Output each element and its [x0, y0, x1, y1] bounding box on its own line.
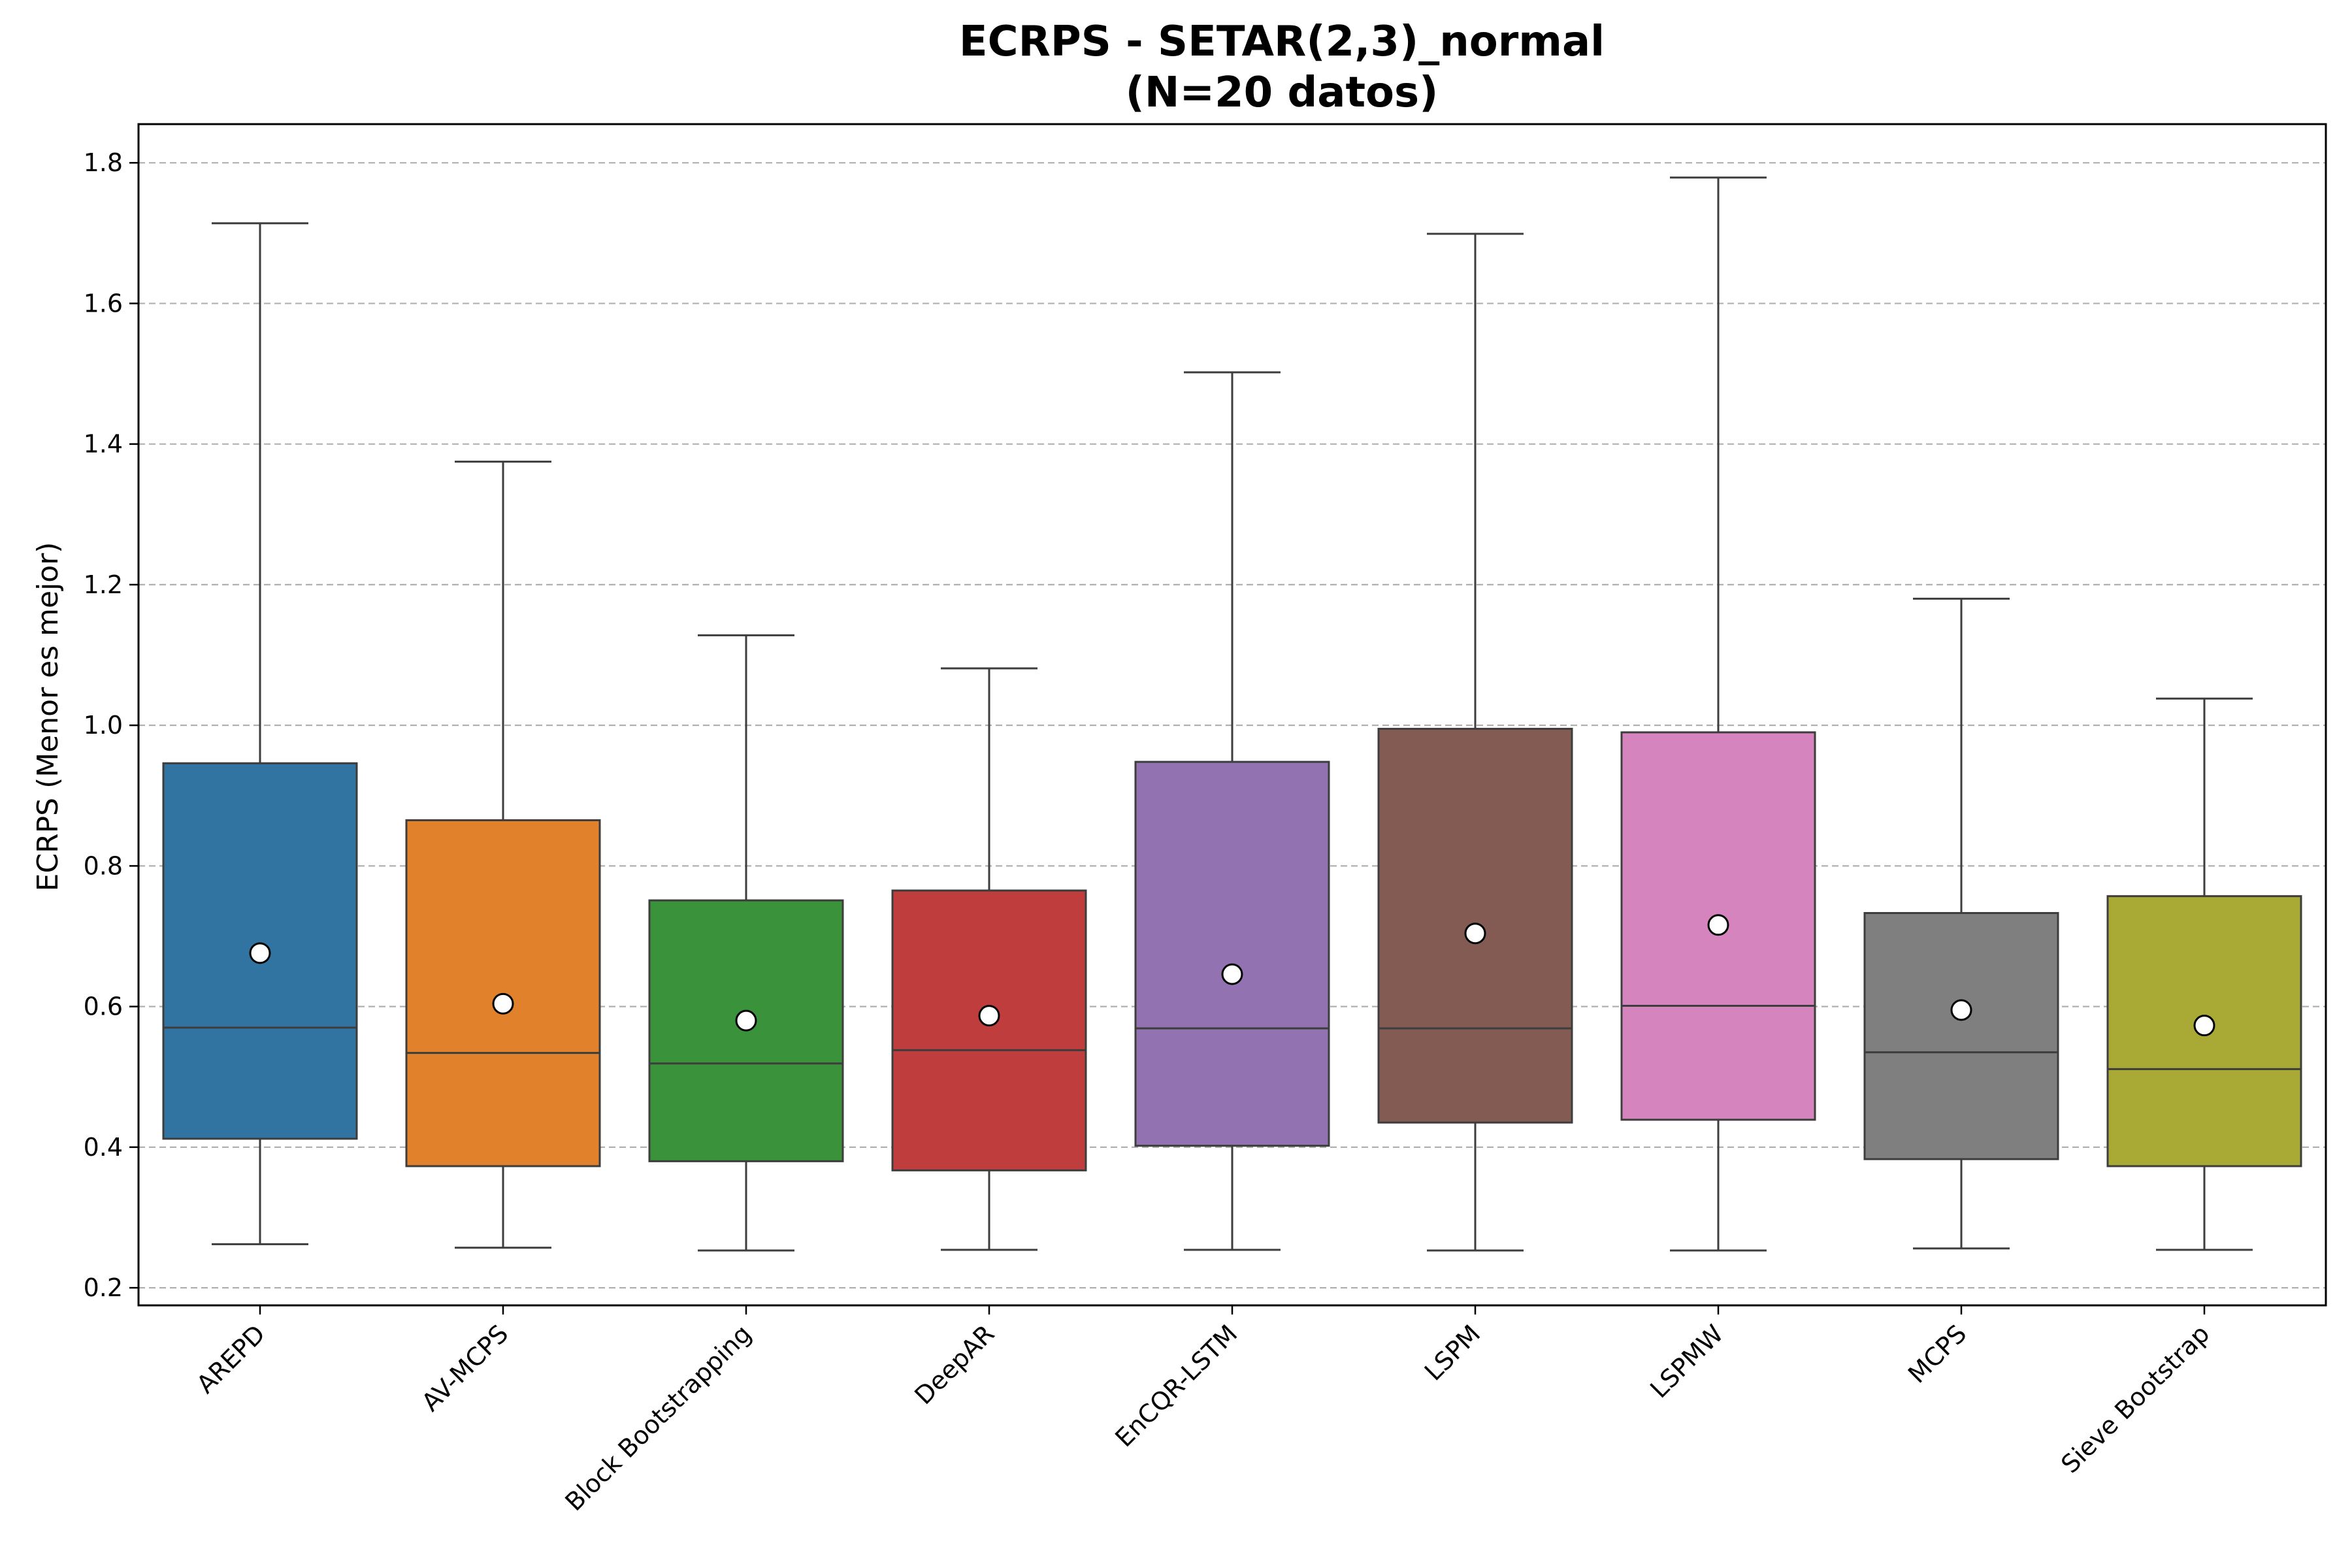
x-tick-label: Sieve Bootstrap — [2055, 1319, 2215, 1478]
mean-marker — [1950, 999, 1972, 1021]
y-tick-label: 0.2 — [84, 1273, 123, 1302]
box-group — [2106, 697, 2302, 1251]
y-tick-label: 1.2 — [84, 570, 123, 599]
mean-marker — [1221, 963, 1243, 985]
y-tick-label: 1.0 — [84, 711, 123, 740]
mean-marker — [2193, 1015, 2215, 1037]
iqr-box — [1863, 911, 2059, 1160]
x-tick-label: MCPS — [1903, 1319, 1972, 1388]
box-group — [1863, 597, 2059, 1250]
y-tick-label: 0.8 — [84, 851, 123, 880]
y-axis-label: ECRPS (Menor es mejor) — [31, 542, 65, 892]
iqr-box — [891, 889, 1087, 1171]
y-tick-label: 0.4 — [84, 1133, 123, 1162]
box-group — [648, 634, 844, 1252]
box-group — [891, 667, 1087, 1251]
mean-marker — [1707, 914, 1729, 936]
mean-marker — [735, 1009, 757, 1032]
box-layer — [162, 176, 2302, 1252]
x-tick-label: LSPMW — [1644, 1319, 1729, 1403]
x-tick-label: AV-MCPS — [416, 1319, 514, 1416]
x-tick-label: DeepAR — [909, 1319, 1000, 1410]
box-group — [1377, 233, 1573, 1252]
x-tick-label: EnCQR-LSTM — [1109, 1319, 1243, 1452]
mean-marker — [1464, 923, 1486, 945]
mean-marker — [978, 1005, 1000, 1027]
chart-subtitle: (N=20 datos) — [1126, 69, 1439, 117]
chart-title: ECRPS - SETAR(2,3)_normal — [959, 18, 1605, 66]
y-tick-label: 1.8 — [84, 148, 123, 177]
x-tick-label: LSPM — [1419, 1319, 1486, 1386]
mean-marker — [249, 942, 271, 964]
mean-marker — [492, 992, 514, 1015]
y-tick-label: 1.4 — [84, 430, 123, 459]
box-group — [162, 222, 358, 1245]
y-tick-label: 0.6 — [84, 992, 123, 1021]
box-group — [1620, 176, 1816, 1252]
box-group — [1134, 371, 1330, 1251]
x-tick-label: AREPD — [191, 1319, 270, 1399]
x-tick-label: Block Bootstrapping — [559, 1319, 757, 1516]
box-group — [405, 461, 601, 1249]
y-tick-label: 1.6 — [84, 289, 123, 318]
iqr-box — [1134, 760, 1330, 1147]
